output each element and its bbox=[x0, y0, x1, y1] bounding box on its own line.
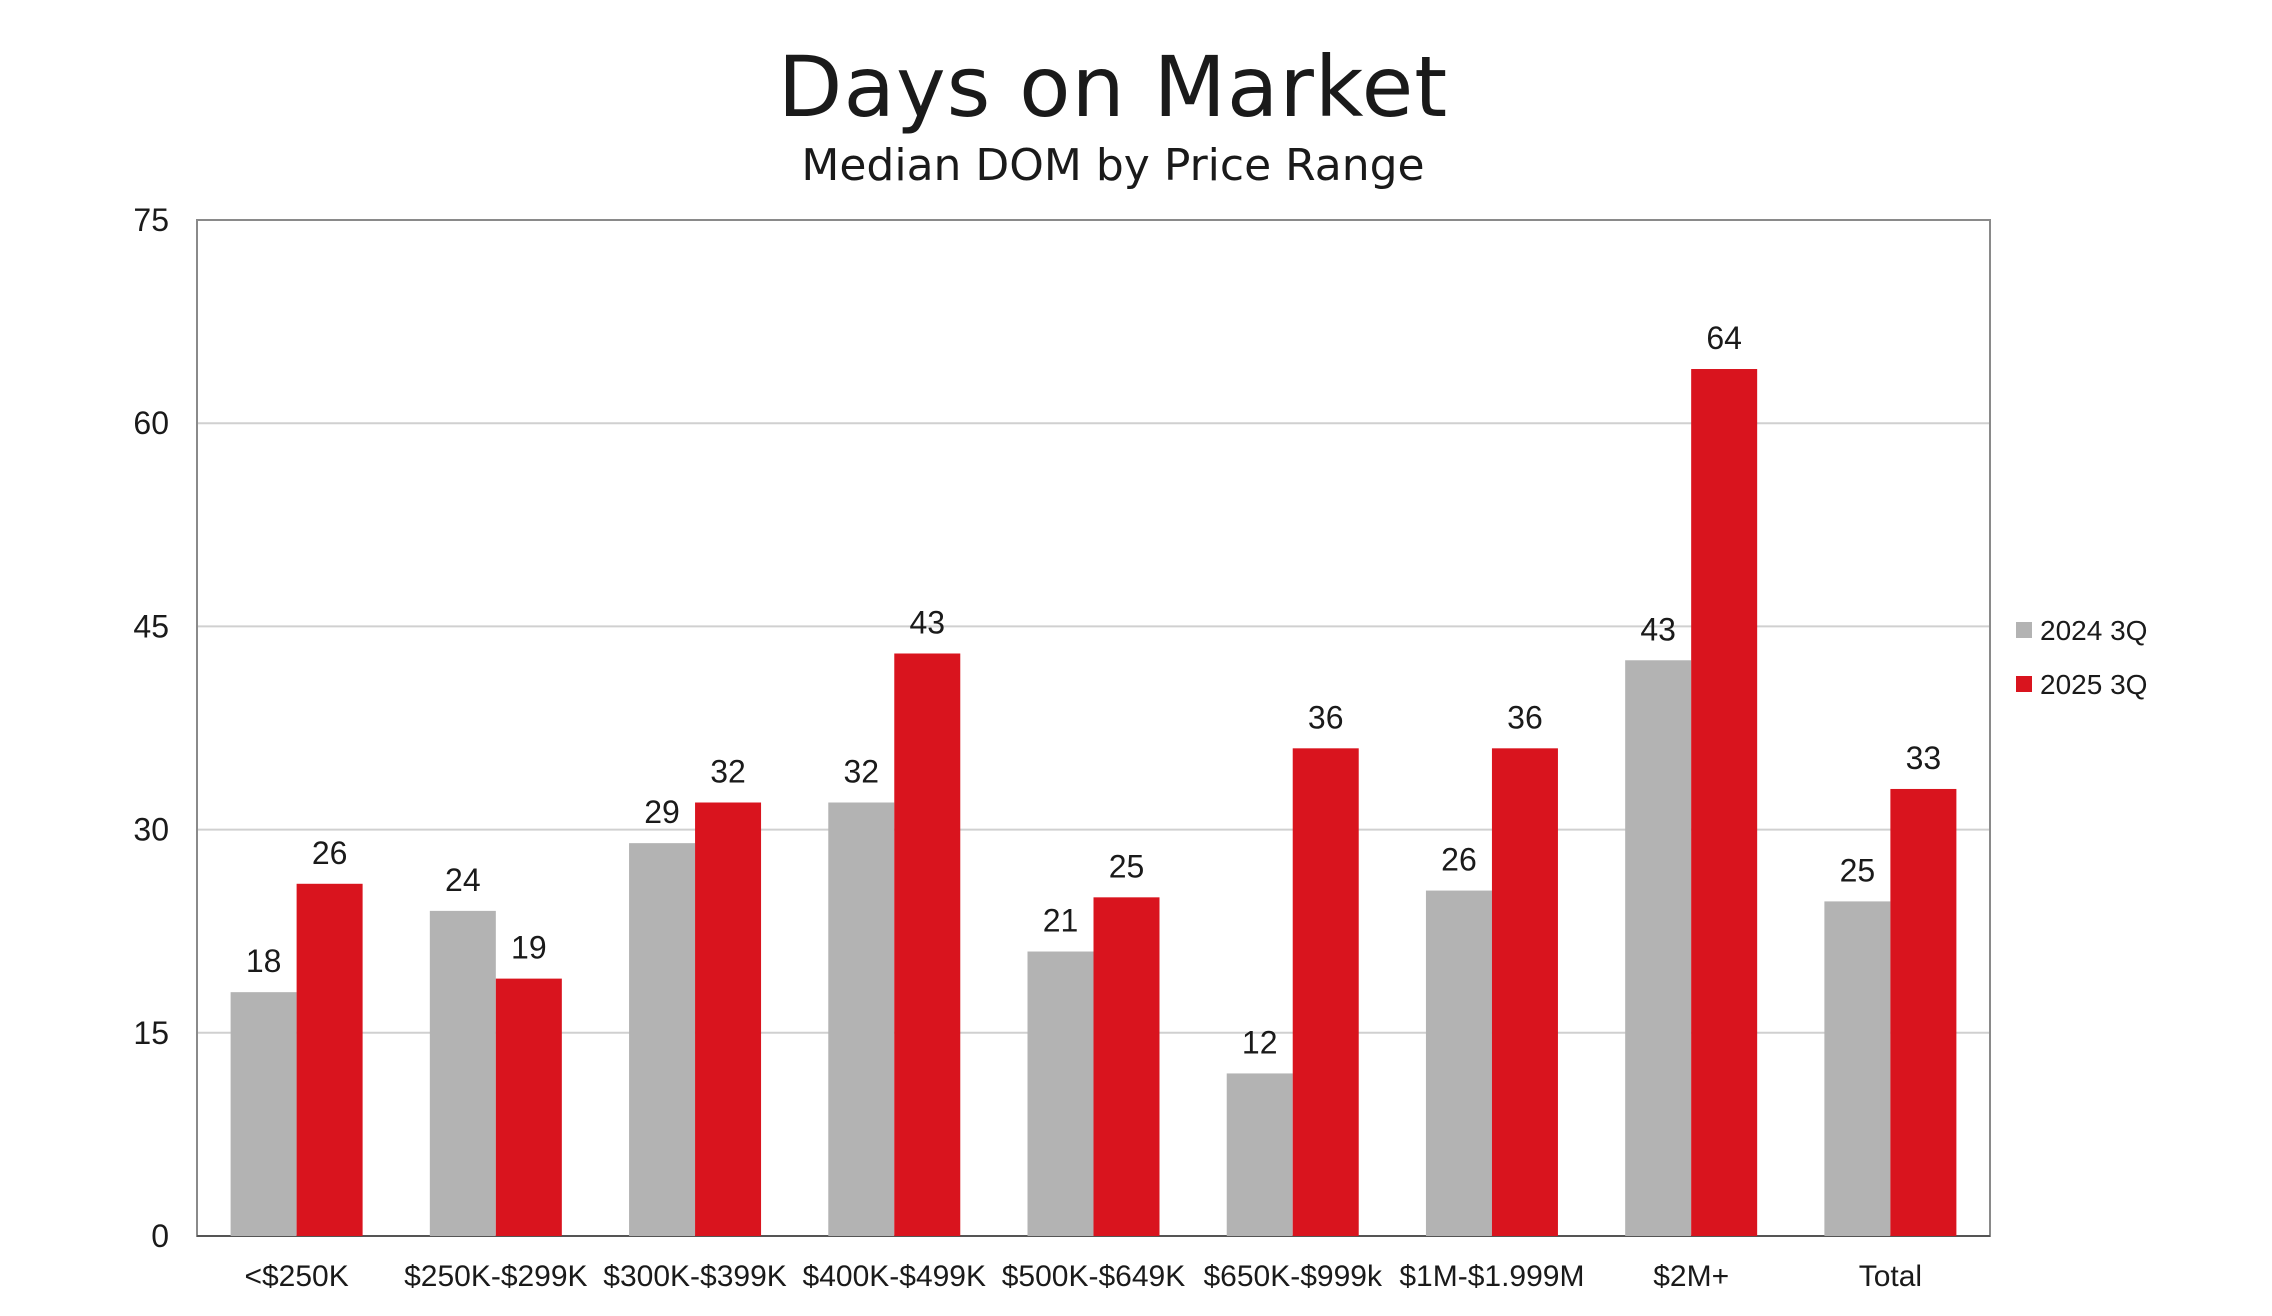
x-tick-label: $500K-$649K bbox=[1002, 1260, 1186, 1293]
data-label: 32 bbox=[843, 754, 879, 790]
bar bbox=[230, 992, 297, 1236]
bar bbox=[296, 883, 363, 1236]
legend-swatch bbox=[2016, 676, 2032, 692]
legend: 2024 3Q 2025 3Q bbox=[2016, 615, 2147, 700]
x-tick-label: $650K-$999k bbox=[1203, 1260, 1382, 1293]
x-tick-label: Total bbox=[1859, 1260, 1922, 1293]
data-label: 25 bbox=[1109, 848, 1145, 884]
y-tick-label: 60 bbox=[133, 405, 169, 441]
bar bbox=[1491, 748, 1558, 1236]
data-labels: 18 26 24 19 29 32 32 43 21 25 12 36 26 36 43 64 25 33 bbox=[246, 320, 1941, 1060]
bar bbox=[1824, 901, 1891, 1236]
bars bbox=[230, 369, 1957, 1237]
data-label: 26 bbox=[312, 835, 348, 871]
x-tick-label: $1M-$1.999M bbox=[1399, 1260, 1584, 1293]
y-tick-label: 15 bbox=[133, 1015, 169, 1051]
chart-subtitle: Median DOM by Price Range bbox=[801, 140, 1425, 191]
legend-label: 2024 3Q bbox=[2040, 615, 2147, 646]
data-label: 24 bbox=[445, 862, 481, 898]
bar bbox=[1292, 748, 1359, 1236]
bar bbox=[1691, 369, 1758, 1237]
x-tick-label: $400K-$499K bbox=[803, 1260, 987, 1293]
bar bbox=[894, 653, 961, 1236]
data-label: 36 bbox=[1308, 699, 1344, 735]
data-label: 29 bbox=[644, 794, 680, 830]
chart-title: Days on Market bbox=[777, 38, 1449, 136]
y-tick-label: 75 bbox=[133, 202, 169, 238]
y-tick-label: 45 bbox=[133, 608, 169, 644]
data-label: 12 bbox=[1242, 1024, 1278, 1060]
y-tick-label: 30 bbox=[133, 812, 169, 848]
data-label: 21 bbox=[1043, 903, 1079, 939]
bar bbox=[695, 802, 762, 1236]
bar bbox=[629, 843, 696, 1236]
data-label: 43 bbox=[909, 604, 945, 640]
bar bbox=[1425, 890, 1492, 1236]
bar bbox=[828, 802, 895, 1236]
data-label: 32 bbox=[710, 754, 746, 790]
data-label: 26 bbox=[1441, 842, 1477, 878]
bar bbox=[495, 978, 562, 1236]
bar bbox=[1093, 897, 1160, 1236]
data-label: 19 bbox=[511, 930, 547, 966]
x-tick-label: $250K-$299K bbox=[404, 1260, 588, 1293]
x-tick-label: $300K-$399K bbox=[603, 1260, 787, 1293]
data-label: 64 bbox=[1706, 320, 1742, 356]
bar bbox=[1226, 1073, 1293, 1236]
bar bbox=[1625, 660, 1692, 1236]
data-label: 25 bbox=[1840, 852, 1876, 888]
bar bbox=[429, 910, 496, 1236]
bar bbox=[1027, 951, 1094, 1236]
y-tick-label: 0 bbox=[151, 1218, 169, 1254]
x-tick-label: $2M+ bbox=[1653, 1260, 1729, 1293]
data-label: 36 bbox=[1507, 699, 1543, 735]
x-tick-label: <$250K bbox=[244, 1260, 348, 1293]
data-label: 43 bbox=[1640, 611, 1676, 647]
legend-swatch bbox=[2016, 622, 2032, 638]
bar bbox=[1890, 788, 1957, 1236]
data-label: 18 bbox=[246, 943, 282, 979]
legend-label: 2025 3Q bbox=[2040, 669, 2147, 700]
data-label: 33 bbox=[1906, 740, 1942, 776]
